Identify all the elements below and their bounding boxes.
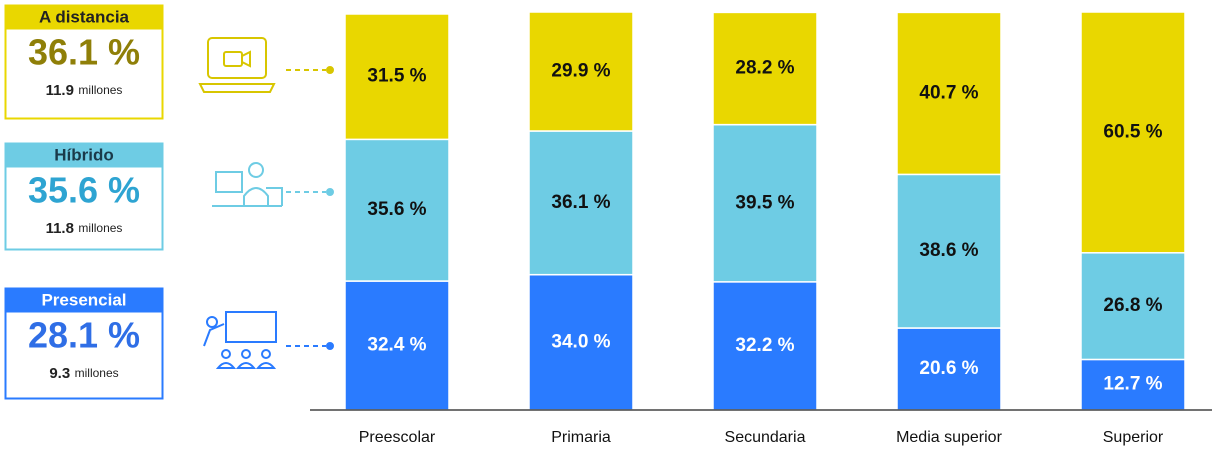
legend-total: 35.6 % xyxy=(28,170,140,211)
value-label: 34.0 % xyxy=(551,331,610,352)
value-label: 38.6 % xyxy=(919,240,978,261)
value-label: 29.9 % xyxy=(551,61,610,82)
value-label: 12.7 % xyxy=(1103,374,1162,395)
value-label: 20.6 % xyxy=(919,358,978,379)
value-label: 60.5 % xyxy=(1103,121,1162,142)
value-label: 36.1 % xyxy=(551,192,610,213)
legend-count-unit: millones xyxy=(75,366,119,380)
value-label: 39.5 % xyxy=(735,192,794,213)
icons xyxy=(198,37,334,369)
legend-name: A distancia xyxy=(39,7,130,26)
bar-segment xyxy=(712,123,818,283)
legend-count: 9.3 millones xyxy=(49,365,118,382)
value-label: 31.5 % xyxy=(367,66,426,87)
legend-total: 36.1 % xyxy=(28,32,140,73)
x-tick-label: Media superior xyxy=(896,429,1003,446)
legend-count: 11.9 millones xyxy=(46,82,123,99)
x-tick-label: Secundaria xyxy=(725,429,806,446)
legend-count-value: 11.8 xyxy=(46,220,74,237)
value-label: 26.8 % xyxy=(1103,295,1162,316)
bar-segment xyxy=(896,327,1002,411)
legend-header xyxy=(5,5,163,30)
bar-segment xyxy=(344,13,450,141)
legend-item: Presencial 28.1 % 9.3 millones xyxy=(4,287,164,400)
legend-count-value: 11.9 xyxy=(46,82,74,99)
legend-item: Híbrido 35.6 % 11.8 millones xyxy=(4,142,164,251)
legend-total: 28.1 % xyxy=(28,315,140,356)
legend-name: Presencial xyxy=(41,290,126,309)
value-label: 40.7 % xyxy=(919,82,978,103)
legend-count: 11.8 millones xyxy=(46,220,123,237)
bar-segment xyxy=(712,11,818,126)
hybrid-icon xyxy=(212,162,334,207)
value-label: 28.2 % xyxy=(735,58,794,79)
bar-segment xyxy=(528,11,634,132)
bar-segment xyxy=(528,130,634,276)
legend-header xyxy=(5,143,163,168)
bar-segment xyxy=(896,11,1002,176)
x-tick-label: Primaria xyxy=(551,429,611,446)
legend-count-unit: millones xyxy=(78,83,122,97)
legend-count-unit: millones xyxy=(78,221,122,235)
bar-segment xyxy=(528,273,634,411)
value-label: 35.6 % xyxy=(367,199,426,220)
value-label: 32.4 % xyxy=(367,335,426,356)
bar-segment xyxy=(344,280,450,411)
legend-header xyxy=(5,288,163,313)
bar-segment xyxy=(896,173,1002,329)
legend-item: A distancia 36.1 % 11.9 millones xyxy=(4,4,164,120)
legend-count-value: 9.3 xyxy=(49,365,70,382)
laptop-icon xyxy=(198,37,334,93)
classroom-icon xyxy=(203,311,334,369)
bar-segment xyxy=(1080,11,1186,254)
legend-name: Híbrido xyxy=(54,145,114,164)
value-label: 32.2 % xyxy=(735,335,794,356)
x-tick-label: Preescolar xyxy=(359,429,436,446)
x-tick-label: Superior xyxy=(1103,429,1164,446)
bar-segment xyxy=(344,138,450,282)
